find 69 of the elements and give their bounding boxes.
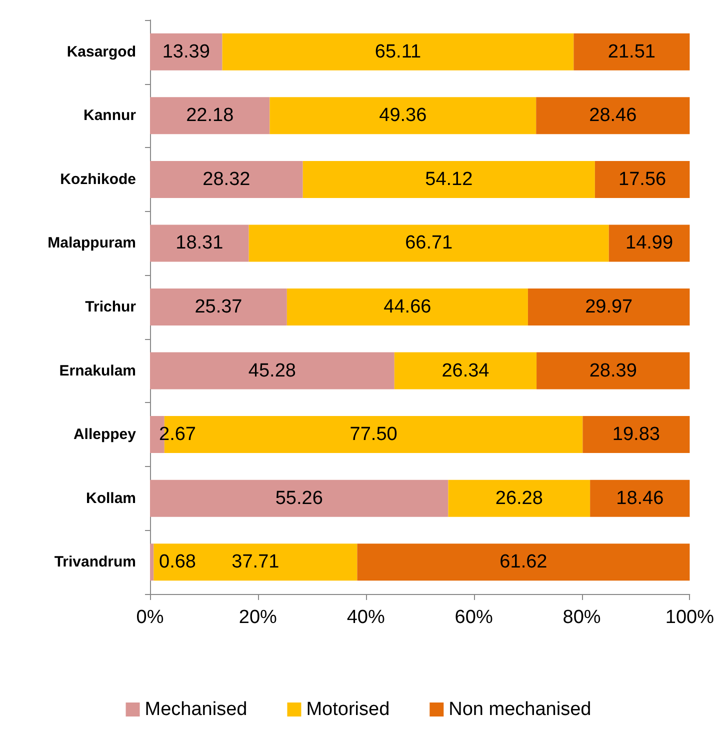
y-tick-label: Alleppey: [73, 426, 137, 444]
x-tick-label: 80%: [562, 607, 601, 628]
y-tick-label: Trichur: [85, 298, 136, 316]
bar: [150, 288, 287, 326]
data-label: 17.56: [618, 168, 666, 190]
x-tick-label: 60%: [454, 607, 493, 628]
bar: [154, 544, 358, 581]
data-label: 55.26: [275, 488, 323, 509]
bar: [528, 288, 690, 326]
data-label: 22.18: [186, 105, 234, 126]
data-label: 49.36: [379, 105, 427, 126]
x-tick-label: 100%: [665, 607, 714, 628]
y-tick-label: Malappuram: [48, 234, 136, 252]
data-label: 61.62: [500, 552, 548, 573]
data-label: 45.28: [248, 360, 296, 382]
data-label: 26.34: [442, 360, 490, 382]
data-label: 18.46: [616, 488, 664, 509]
data-label: 25.37: [194, 296, 242, 318]
x-tick-label: 20%: [238, 607, 278, 628]
data-label: 66.71: [405, 232, 453, 254]
data-label: 37.71: [232, 552, 280, 573]
data-label: 28.39: [589, 360, 637, 382]
bar: [270, 97, 536, 134]
bar: [357, 544, 690, 581]
data-label: 21.51: [608, 41, 656, 62]
data-label: 13.39: [162, 41, 210, 62]
bar: [150, 352, 394, 390]
legend-label: Mechanised: [144, 699, 248, 720]
bar: [394, 352, 537, 390]
data-label: 28.46: [589, 105, 637, 126]
x-tick-label: 0%: [136, 607, 164, 628]
y-tick-label: Ernakulam: [59, 362, 136, 380]
bar: [248, 224, 609, 262]
bar: [574, 33, 690, 70]
bar: [150, 544, 154, 581]
data-label: 19.83: [612, 424, 660, 446]
data-label: 44.66: [384, 296, 432, 318]
y-tick-label: Kasargod: [66, 43, 136, 60]
data-label: 26.28: [495, 488, 543, 509]
data-label: 0.68: [159, 552, 196, 573]
y-tick-label: Trivandrum: [54, 554, 136, 571]
data-label: 18.31: [176, 232, 224, 254]
bar: [536, 352, 690, 390]
bar: [608, 224, 690, 262]
data-label: 29.97: [585, 296, 633, 318]
data-label: 28.32: [202, 168, 250, 190]
legend-label: Non mechanised: [448, 699, 592, 720]
x-tick-label: 40%: [346, 607, 385, 628]
data-label: 77.50: [350, 424, 398, 446]
data-label: 65.11: [374, 41, 422, 62]
bar: [150, 160, 303, 198]
bar: [448, 480, 590, 517]
bar: [536, 97, 690, 134]
bar: [150, 224, 249, 262]
bar: [286, 288, 528, 326]
data-label: 54.12: [425, 168, 473, 190]
bar: [222, 33, 574, 70]
bar: [150, 97, 270, 134]
legend-label: Motorised: [306, 699, 390, 720]
y-tick-label: Kollam: [86, 490, 136, 507]
bar: [594, 160, 690, 198]
data-label: 14.99: [626, 232, 674, 254]
bar: [590, 480, 690, 517]
y-tick-label: Kannur: [84, 107, 136, 124]
bar: [150, 480, 448, 517]
bar: [150, 33, 222, 70]
bar: [582, 416, 690, 454]
y-tick-label: Kozhikode: [60, 170, 136, 188]
bar: [302, 160, 595, 198]
